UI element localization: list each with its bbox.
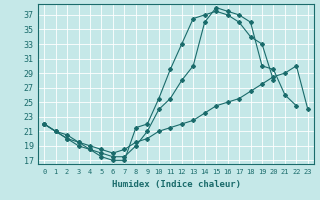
X-axis label: Humidex (Indice chaleur): Humidex (Indice chaleur) xyxy=(111,180,241,189)
